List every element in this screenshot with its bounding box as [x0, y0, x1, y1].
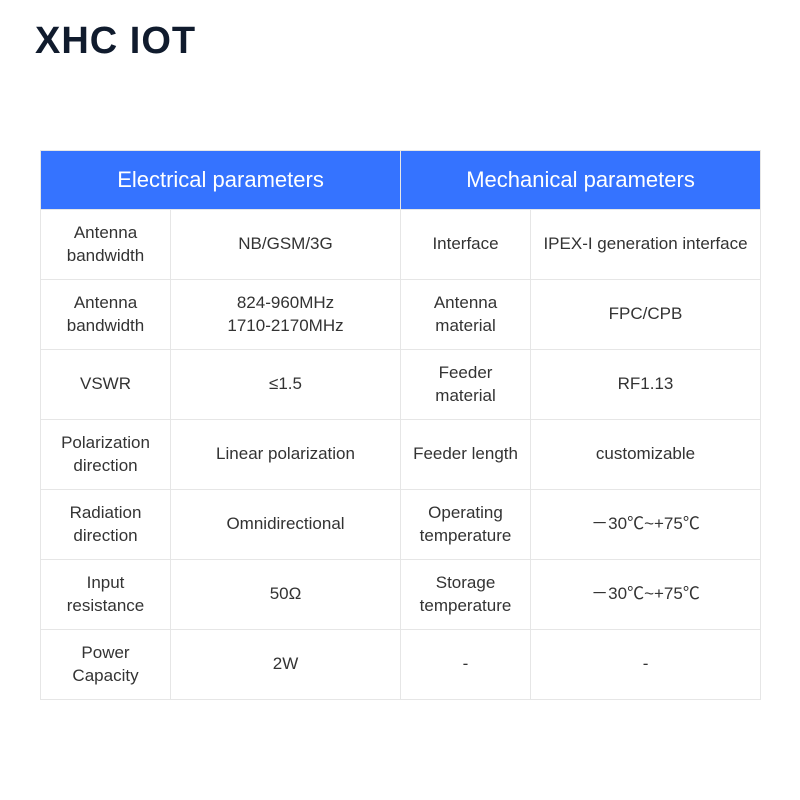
mechanical-param: Storagetemperature — [401, 560, 531, 630]
table-header-row: Electrical parameters Mechanical paramet… — [41, 151, 761, 210]
mechanical-value: －30℃~+75℃ — [531, 490, 761, 560]
electrical-value: 50Ω — [171, 560, 401, 630]
electrical-param: Antennabandwidth — [41, 280, 171, 350]
electrical-value: 2W — [171, 630, 401, 700]
electrical-param: VSWR — [41, 350, 171, 420]
electrical-value: NB/GSM/3G — [171, 210, 401, 280]
electrical-param: Power Capacity — [41, 630, 171, 700]
mechanical-value: RF1.13 — [531, 350, 761, 420]
mechanical-param: Feeder length — [401, 420, 531, 490]
mechanical-value: customizable — [531, 420, 761, 490]
spec-table: Electrical parameters Mechanical paramet… — [40, 150, 761, 700]
electrical-param: Radiationdirection — [41, 490, 171, 560]
table-row: Power Capacity2W-- — [41, 630, 761, 700]
mechanical-param: Interface — [401, 210, 531, 280]
brand-logo: XHC IOT — [35, 20, 196, 63]
electrical-value: Omnidirectional — [171, 490, 401, 560]
electrical-value: Linear polarization — [171, 420, 401, 490]
table-row: VSWR≤1.5Feeder materialRF1.13 — [41, 350, 761, 420]
mechanical-param: Feeder material — [401, 350, 531, 420]
table-row: PolarizationdirectionLinear polarization… — [41, 420, 761, 490]
header-mechanical: Mechanical parameters — [401, 151, 761, 210]
table-row: AntennabandwidthNB/GSM/3GInterfaceIPEX-I… — [41, 210, 761, 280]
mechanical-param: Operatingtemperature — [401, 490, 531, 560]
mechanical-param: Antennamaterial — [401, 280, 531, 350]
electrical-value: 824-960MHz1710-2170MHz — [171, 280, 401, 350]
mechanical-value: －30℃~+75℃ — [531, 560, 761, 630]
mechanical-value: IPEX-I generation interface — [531, 210, 761, 280]
electrical-param: Polarizationdirection — [41, 420, 171, 490]
electrical-param: Input resistance — [41, 560, 171, 630]
mechanical-param: - — [401, 630, 531, 700]
mechanical-value: - — [531, 630, 761, 700]
mechanical-value: FPC/CPB — [531, 280, 761, 350]
spec-table-container: Electrical parameters Mechanical paramet… — [40, 150, 760, 700]
electrical-param: Antennabandwidth — [41, 210, 171, 280]
table-row: Input resistance50ΩStoragetemperature－30… — [41, 560, 761, 630]
electrical-value: ≤1.5 — [171, 350, 401, 420]
header-electrical: Electrical parameters — [41, 151, 401, 210]
table-row: RadiationdirectionOmnidirectionalOperati… — [41, 490, 761, 560]
table-row: Antennabandwidth824-960MHz1710-2170MHzAn… — [41, 280, 761, 350]
